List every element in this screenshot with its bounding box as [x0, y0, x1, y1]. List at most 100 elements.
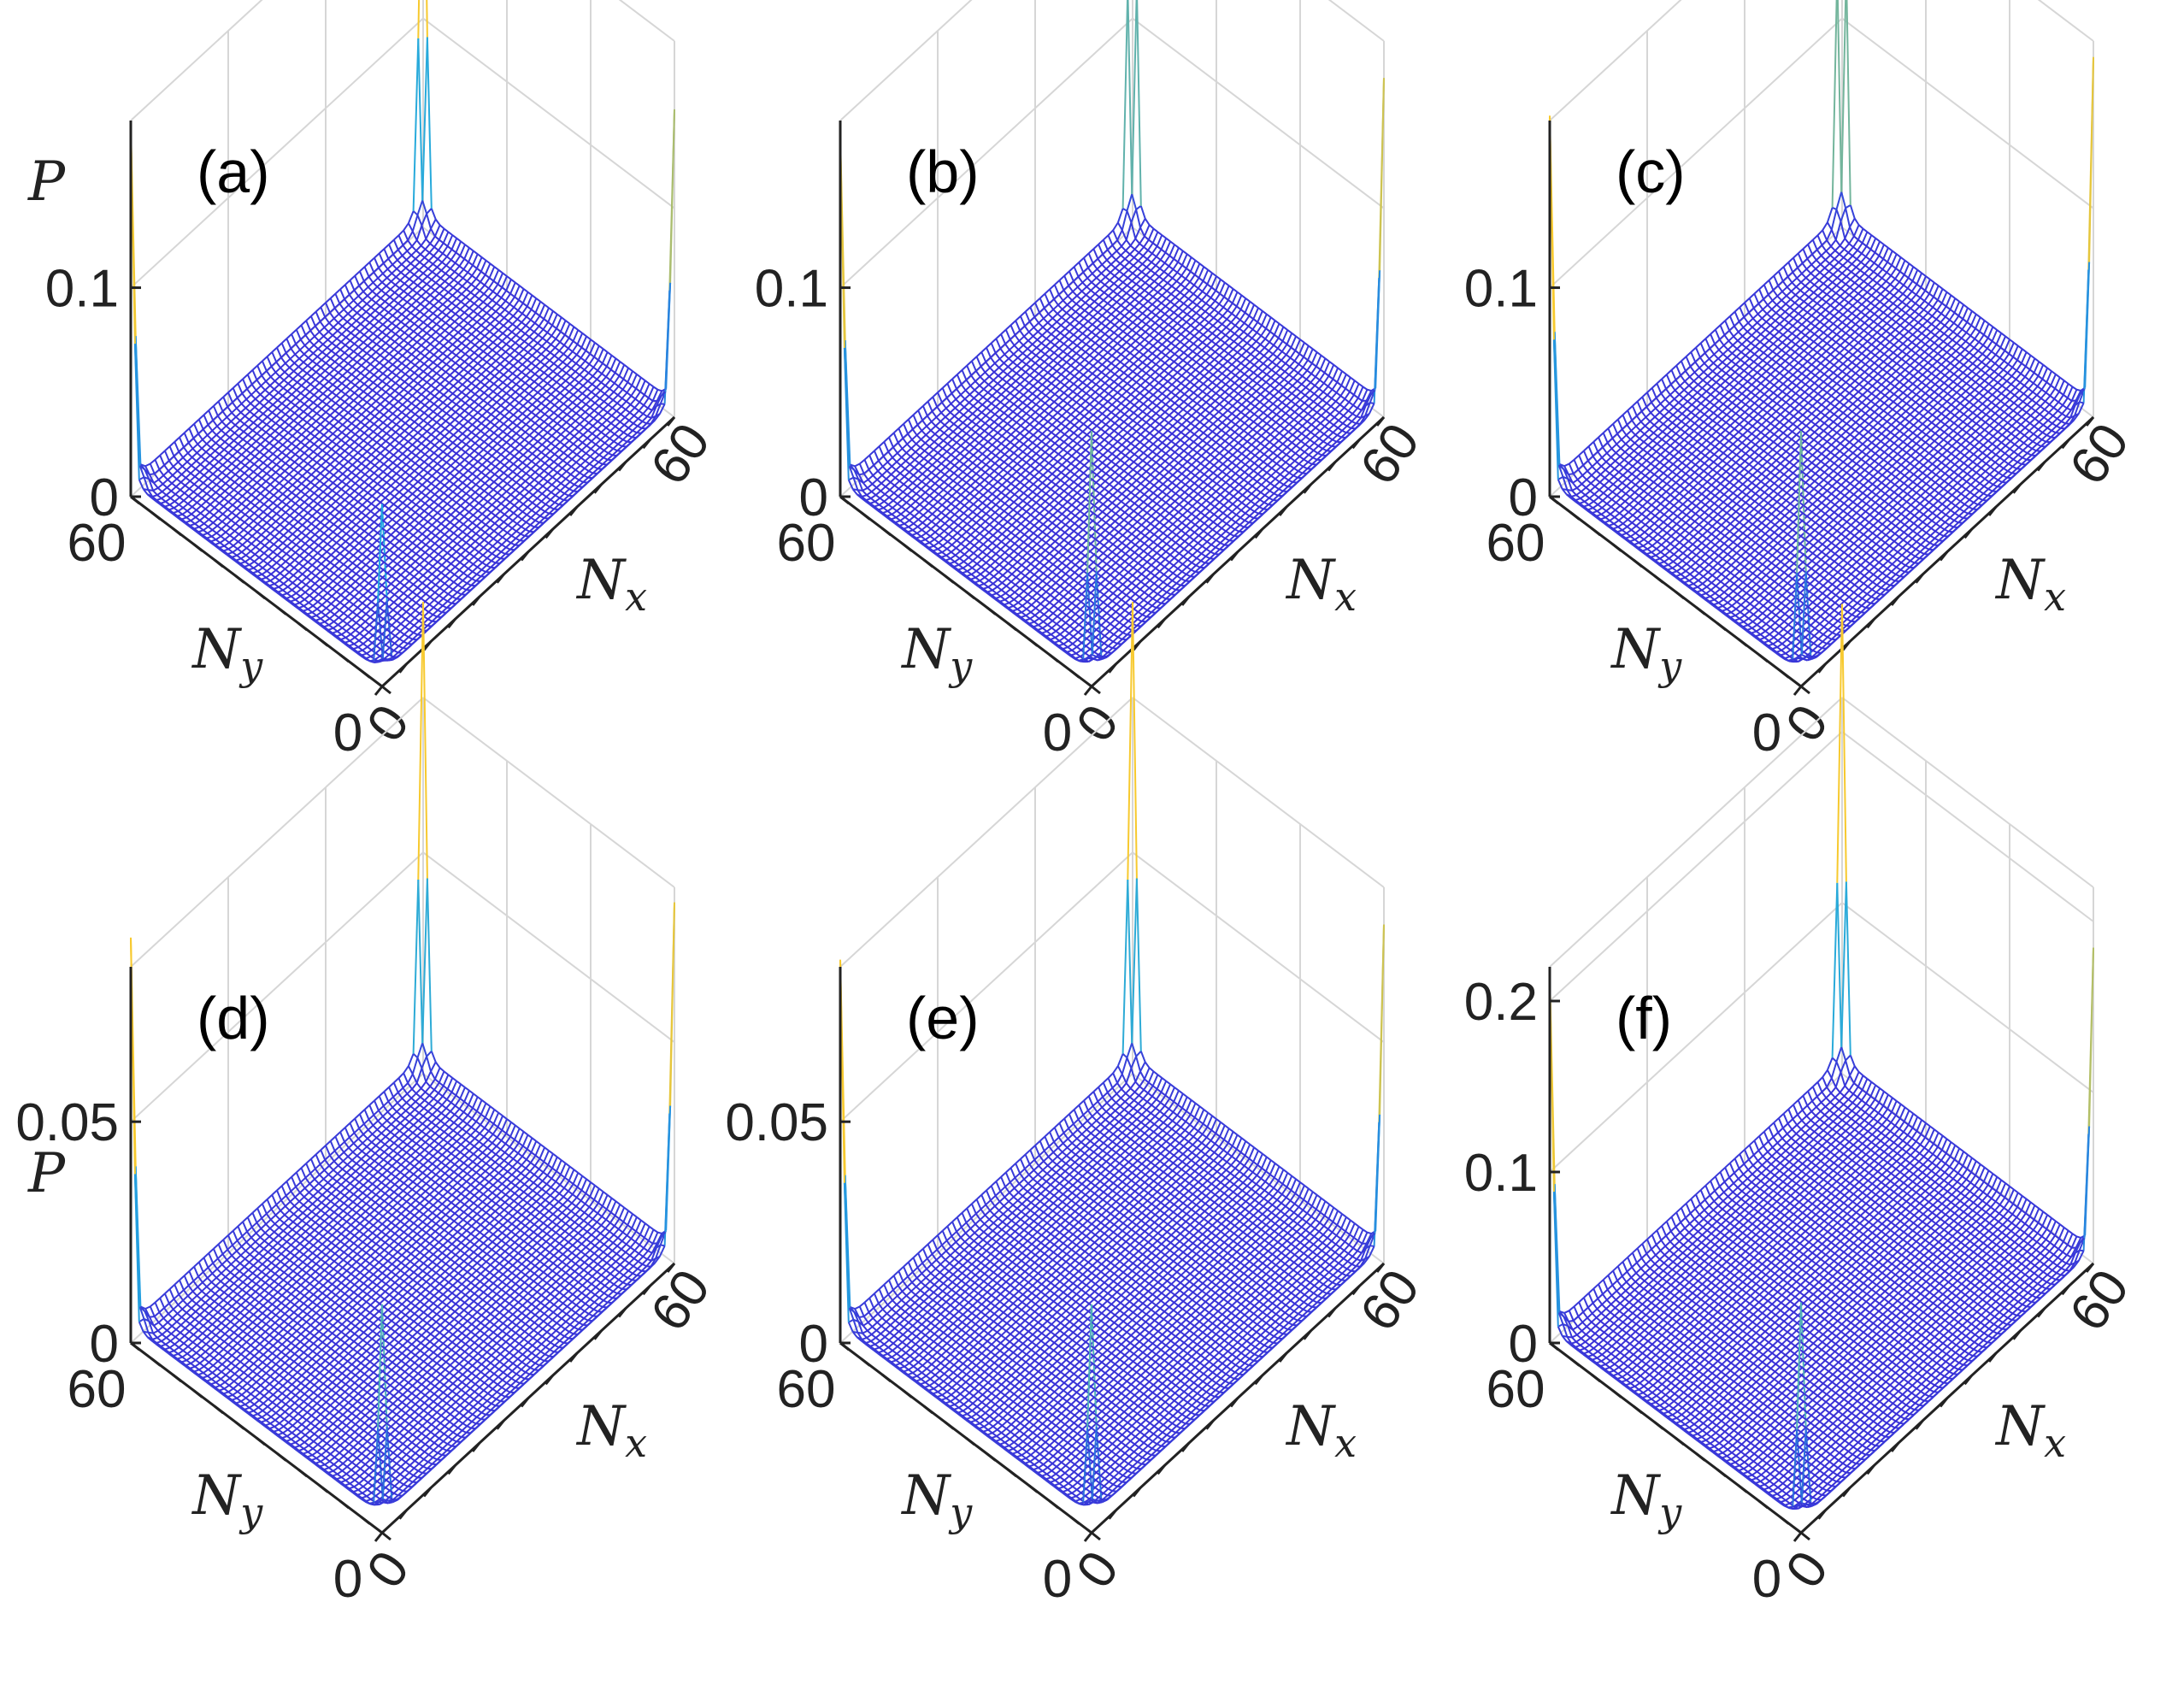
x-tick-mark	[642, 439, 651, 450]
x-tick-mark	[2036, 461, 2046, 472]
z-tick-label: 0.1	[1464, 1144, 1538, 1203]
x-axis-label: Nx	[575, 1395, 647, 1466]
y-tick-mark	[923, 558, 933, 568]
y-axis-label: Ny	[191, 618, 263, 689]
x-tick-mark	[2061, 1285, 2070, 1296]
y-tick-mark	[172, 527, 182, 537]
y-axis-label: Ny	[1610, 1464, 1682, 1535]
x-tick-label: 0	[1775, 1540, 1840, 1599]
y-tick-mark	[902, 543, 913, 552]
x-tick-mark	[374, 686, 384, 696]
x-tick-mark	[1987, 1352, 1998, 1363]
x-tick-mark	[1793, 1532, 1803, 1542]
x-axis-label: Nx	[575, 549, 647, 620]
z-tick-label: 0.2	[1464, 973, 1538, 1032]
x-tick-mark	[1278, 1352, 1288, 1363]
y-tick-mark	[1695, 606, 1706, 615]
y-tick-mark	[360, 1516, 371, 1525]
axes	[839, 967, 1386, 1542]
axes	[839, 121, 1386, 696]
x-tick-mark	[642, 1285, 651, 1296]
y-tick-mark	[318, 1484, 329, 1493]
y-tick-label: 0	[1752, 704, 1781, 763]
y-tick-mark	[1027, 638, 1039, 647]
x-tick-mark	[1890, 596, 1900, 606]
y-axis-label: Ny	[1610, 618, 1682, 689]
x-tick-mark	[1083, 1532, 1093, 1542]
axes	[129, 967, 676, 1542]
panel-label: (b)	[906, 138, 980, 205]
z-axis-label: P	[27, 150, 66, 214]
y-tick-mark	[1675, 1436, 1685, 1446]
x-tick-mark	[1327, 461, 1337, 472]
surface-mesh	[130, 0, 675, 663]
x-tick-mark	[2012, 1329, 2022, 1340]
y-tick-mark	[214, 1404, 224, 1415]
x-axis-label: Nx	[1994, 1395, 2066, 1466]
y-tick-mark	[360, 669, 371, 679]
x-tick-mark	[398, 662, 408, 674]
x-tick-mark	[1866, 1464, 1875, 1475]
x-tick-mark	[666, 416, 676, 427]
x-tick-mark	[593, 483, 603, 494]
y-tick-mark	[276, 606, 287, 615]
x-tick-label: 0	[356, 694, 421, 752]
x-tick-mark	[1939, 1397, 1949, 1408]
surface-mesh	[839, 0, 1385, 663]
x-tick-mark	[422, 1487, 433, 1498]
x-tick-mark	[1205, 1419, 1215, 1430]
x-tick-mark	[1793, 686, 1803, 696]
x-tick-mark	[1254, 1375, 1263, 1386]
x-tick-mark	[1866, 618, 1875, 629]
y-tick-mark	[1779, 1516, 1790, 1525]
axes	[1548, 121, 2095, 696]
y-tick-mark	[881, 527, 892, 537]
x-axis-label: Nx	[1285, 1395, 1357, 1466]
y-tick-mark	[1007, 1468, 1017, 1478]
z-tick-label: 0.05	[15, 1093, 119, 1152]
x-tick-mark	[422, 640, 433, 651]
x-tick-mark	[1108, 1509, 1117, 1520]
y-tick-mark	[860, 511, 871, 521]
z-tick-label: 0.05	[725, 1093, 828, 1152]
y-tick-mark	[1591, 527, 1601, 537]
x-tick-label: 0	[1065, 1540, 1130, 1599]
y-tick-mark	[256, 1436, 266, 1446]
axes	[129, 121, 676, 696]
x-tick-mark	[1375, 416, 1386, 427]
x-tick-mark	[1817, 1509, 1827, 1520]
y-tick-mark	[1027, 1484, 1039, 1493]
z-tick-label: 0	[799, 468, 828, 527]
x-tick-mark	[1841, 640, 1851, 651]
y-tick-mark	[1633, 1404, 1643, 1415]
z-tick-label: 0.1	[45, 260, 119, 319]
y-tick-mark	[234, 574, 245, 584]
x-tick-mark	[545, 1375, 554, 1386]
y-tick-mark	[1653, 574, 1664, 584]
x-tick-mark	[1254, 528, 1263, 539]
y-tick-mark	[1049, 1499, 1059, 1510]
x-tick-mark	[1963, 1375, 1973, 1386]
y-tick-mark	[150, 1357, 162, 1367]
y-tick-mark	[1611, 543, 1622, 552]
x-tick-mark	[1180, 596, 1191, 606]
y-tick-mark	[339, 1499, 350, 1510]
x-tick-mark	[1132, 1487, 1142, 1498]
y-tick-label: 0	[333, 704, 362, 763]
y-tick-mark	[1695, 1452, 1706, 1462]
x-tick-mark	[520, 1397, 530, 1408]
surface-mesh	[1549, 0, 2094, 663]
x-tick-mark	[1841, 1487, 1851, 1498]
panel-label: (f)	[1616, 985, 1672, 1051]
y-tick-mark	[1069, 1516, 1080, 1525]
y-tick-mark	[318, 638, 329, 647]
y-tick-mark	[1716, 1468, 1727, 1478]
y-tick-mark	[1591, 1373, 1601, 1383]
z-tick-label: 0	[1509, 468, 1538, 527]
y-tick-label: 60	[1486, 514, 1545, 573]
y-tick-mark	[192, 543, 203, 552]
